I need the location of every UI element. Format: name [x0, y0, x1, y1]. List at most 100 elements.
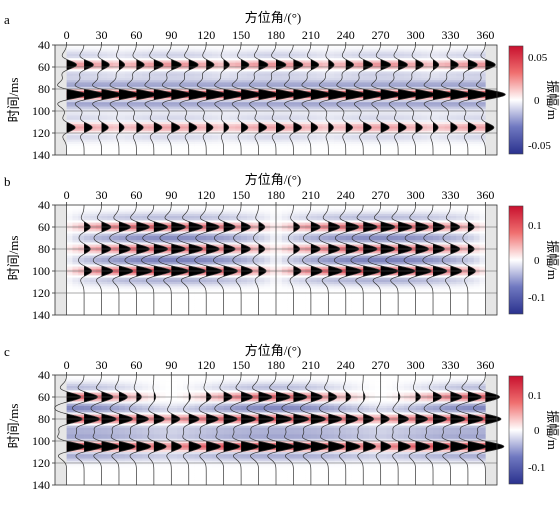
- heatmap-cell: [305, 78, 312, 81]
- heatmap-cell: [357, 71, 364, 74]
- heatmap-cell: [124, 244, 131, 248]
- heatmap-cell: [252, 130, 259, 134]
- heatmap-cell: [101, 306, 108, 309]
- heatmap-cell: [467, 146, 475, 149]
- heatmap-cell: [124, 207, 131, 210]
- heatmap-cell: [78, 126, 85, 129]
- heatmap-cell: [281, 75, 288, 79]
- heatmap-cell: [194, 67, 201, 70]
- heatmap-cell: [276, 133, 283, 136]
- heatmap-cell: [287, 78, 294, 81]
- trace-lobe: [188, 59, 199, 71]
- heatmap-cell: [438, 100, 445, 103]
- heatmap-cell: [427, 144, 434, 147]
- heatmap-cell: [235, 102, 242, 105]
- heatmap-cell: [369, 126, 376, 129]
- heatmap-cell: [252, 67, 259, 70]
- heatmap-cell: [450, 104, 457, 107]
- heatmap-cell: [281, 69, 288, 72]
- heatmap-cell: [258, 53, 265, 57]
- heatmap-cell: [316, 71, 323, 74]
- heatmap-cell: [409, 141, 416, 145]
- heatmap-cell: [72, 135, 79, 138]
- heatmap-cell: [148, 290, 155, 294]
- heatmap-cell: [339, 130, 347, 134]
- heatmap-cell: [165, 51, 172, 55]
- heatmap-cell: [206, 100, 213, 103]
- heatmap-cell: [241, 78, 248, 81]
- heatmap-cell: [380, 56, 387, 59]
- heatmap-cell: [415, 144, 422, 147]
- heatmap-cell: [89, 306, 97, 309]
- heatmap-cell: [171, 205, 178, 208]
- heatmap-cell: [113, 264, 120, 267]
- heatmap-cell: [252, 139, 259, 143]
- heatmap-cell: [328, 115, 335, 118]
- heatmap-cell: [299, 137, 306, 140]
- heatmap-cell: [392, 49, 399, 52]
- heatmap-cell: [310, 135, 318, 138]
- heatmap-cell: [438, 119, 445, 123]
- heatmap-cell: [229, 144, 236, 147]
- heatmap-cell: [72, 213, 79, 217]
- heatmap-cell: [217, 51, 224, 55]
- heatmap-cell: [165, 224, 172, 228]
- heatmap-cell: [78, 253, 85, 256]
- heatmap-cell: [148, 295, 155, 298]
- heatmap-cell: [456, 51, 463, 55]
- heatmap-cell: [165, 306, 172, 309]
- heatmap-cell: [374, 60, 381, 63]
- heatmap-cell: [270, 150, 277, 154]
- heatmap-cell: [316, 47, 323, 50]
- heatmap-cell: [206, 216, 213, 219]
- heatmap-cell: [188, 299, 195, 303]
- heatmap-cell: [148, 249, 155, 252]
- heatmap-cell: [403, 128, 411, 132]
- trace-lobe: [363, 122, 372, 133]
- heatmap-cell: [281, 73, 288, 77]
- heatmap-cell: [444, 78, 451, 81]
- heatmap-cell: [136, 264, 143, 267]
- heatmap-cell: [438, 117, 445, 121]
- heatmap-cell: [438, 75, 445, 79]
- heatmap-cell: [113, 249, 120, 252]
- heatmap-cell: [258, 130, 265, 134]
- heatmap-cell: [403, 144, 411, 147]
- heatmap-cell: [171, 279, 178, 283]
- heatmap-cell: [78, 146, 85, 149]
- heatmap-cell: [374, 51, 381, 55]
- heatmap-cell: [369, 67, 376, 70]
- heatmap-cell: [409, 133, 416, 136]
- heatmap-cell: [322, 150, 329, 154]
- heatmap-cell: [409, 58, 416, 61]
- heatmap-cell: [328, 86, 335, 90]
- heatmap-cell: [95, 49, 102, 52]
- heatmap-cell: [177, 218, 184, 221]
- heatmap-cell: [200, 89, 207, 92]
- heatmap-cell: [95, 310, 102, 314]
- heatmap-cell: [165, 49, 172, 52]
- heatmap-cell: [194, 253, 201, 256]
- heatmap-cell: [206, 75, 213, 79]
- heatmap-cell: [136, 56, 143, 59]
- heatmap-cell: [142, 148, 149, 151]
- heatmap-cell: [153, 139, 160, 143]
- heatmap-cell: [270, 111, 277, 114]
- heatmap-cell: [89, 253, 97, 256]
- heatmap-cell: [479, 67, 486, 70]
- heatmap-cell: [142, 75, 149, 79]
- heatmap-cell: [380, 146, 387, 149]
- heatmap-cell: [72, 238, 79, 241]
- heatmap-cell: [206, 148, 213, 151]
- heatmap-cell: [299, 69, 306, 72]
- heatmap-cell: [118, 51, 126, 55]
- heatmap-cell: [334, 89, 341, 92]
- heatmap-cell: [124, 279, 131, 283]
- heatmap-cell: [241, 51, 248, 55]
- heatmap-cell: [118, 69, 126, 72]
- heatmap-cell: [252, 71, 259, 74]
- heatmap-cell: [398, 69, 405, 72]
- heatmap-cell: [95, 279, 102, 283]
- heatmap-cell: [287, 146, 294, 149]
- heatmap-cell: [107, 150, 114, 154]
